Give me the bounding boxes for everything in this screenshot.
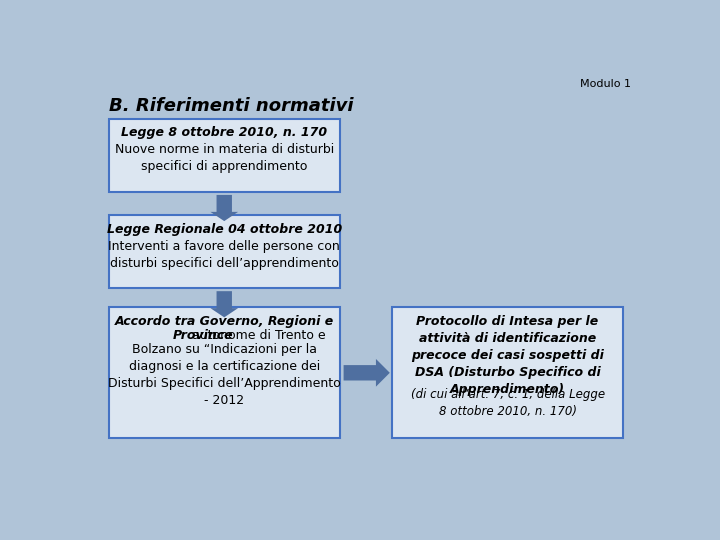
Text: B. Riferimenti normativi: B. Riferimenti normativi [109,97,354,115]
Text: Legge Regionale 04 ottobre 2010: Legge Regionale 04 ottobre 2010 [107,222,342,235]
Text: Protocollo di Intesa per le
attività di identificazione
precoce dei casi sospett: Protocollo di Intesa per le attività di … [411,315,604,396]
Text: Province: Province [172,329,233,342]
Text: Modulo 1: Modulo 1 [580,79,631,89]
Polygon shape [210,291,238,318]
Polygon shape [343,359,390,387]
Text: Accordo tra Governo, Regioni e: Accordo tra Governo, Regioni e [114,315,334,328]
Text: autonome di Trento e: autonome di Trento e [188,329,325,342]
Bar [109,307,340,438]
Text: Interventi a favore delle persone con
disturbi specifici dell’apprendimento: Interventi a favore delle persone con di… [109,240,340,269]
Text: (di cui all’art. 7, c. 1, della Legge
8 ottobre 2010, n. 170): (di cui all’art. 7, c. 1, della Legge 8 … [410,388,605,418]
Polygon shape [210,195,238,221]
Bar [109,215,340,288]
Text: Bolzano su “Indicazioni per la
diagnosi e la certificazione dei
Disturbi Specifi: Bolzano su “Indicazioni per la diagnosi … [108,343,341,407]
Text: Nuove norme in materia di disturbi
specifici di apprendimento: Nuove norme in materia di disturbi speci… [114,143,334,173]
Text: Legge 8 ottobre 2010, n. 170: Legge 8 ottobre 2010, n. 170 [121,126,328,139]
Bar [109,119,340,192]
Bar [392,307,623,438]
